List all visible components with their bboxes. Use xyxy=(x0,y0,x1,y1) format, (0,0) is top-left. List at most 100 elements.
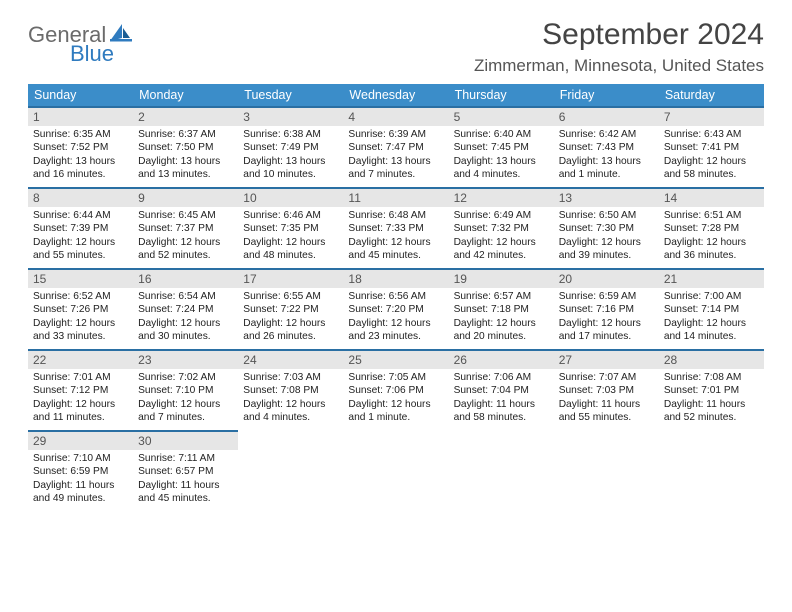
calendar-day: 13 Sunrise: 6:50 AMSunset: 7:30 PMDayligh… xyxy=(554,187,659,268)
day-number: 23 xyxy=(133,351,238,369)
day-number: 18 xyxy=(343,270,448,288)
calendar-day: 11 Sunrise: 6:48 AMSunset: 7:33 PMDayligh… xyxy=(343,187,448,268)
logo-word-blue: Blue xyxy=(70,43,132,65)
calendar-day: 3 Sunrise: 6:38 AMSunset: 7:49 PMDaylight… xyxy=(238,106,343,187)
calendar-day: 24Sunrise: 7:03 AMSunset: 7:08 PMDayligh… xyxy=(238,349,343,430)
day-details: Sunrise: 7:00 AMSunset: 7:14 PMDaylight:… xyxy=(664,290,759,343)
day-number: 30 xyxy=(133,432,238,450)
day-number: 22 xyxy=(28,351,133,369)
calendar-day: 23 Sunrise: 7:02 AMSunset: 7:10 PMDayligh… xyxy=(133,349,238,430)
calendar-day: 10 Sunrise: 6:46 AMSunset: 7:35 PMDayligh… xyxy=(238,187,343,268)
day-number: 4 xyxy=(343,108,448,126)
calendar-empty: . xyxy=(554,430,659,511)
dow-header: Monday xyxy=(133,84,238,106)
calendar-day: 22 Sunrise: 7:01 AMSunset: 7:12 PMDayligh… xyxy=(28,349,133,430)
day-number: 24 xyxy=(238,351,343,369)
calendar-day: 7 Sunrise: 6:43 AMSunset: 7:41 PMDaylight… xyxy=(659,106,764,187)
day-details: Sunrise: 7:01 AMSunset: 7:12 PMDaylight:… xyxy=(33,371,128,424)
calendar-day: 29 Sunrise: 7:10 AMSunset: 6:59 PMDayligh… xyxy=(28,430,133,511)
day-details: Sunrise: 6:54 AMSunset: 7:24 PMDaylight:… xyxy=(138,290,233,343)
day-details: Sunrise: 7:02 AMSunset: 7:10 PMDaylight:… xyxy=(138,371,233,424)
dow-header: Wednesday xyxy=(343,84,448,106)
dow-header: Sunday xyxy=(28,84,133,106)
day-details: Sunrise: 7:07 AMSunset: 7:03 PMDaylight:… xyxy=(559,371,654,424)
calendar-day: 2 Sunrise: 6:37 AMSunset: 7:50 PMDaylight… xyxy=(133,106,238,187)
day-details: Sunrise: 6:35 AMSunset: 7:52 PMDaylight:… xyxy=(33,128,128,181)
day-details: Sunrise: 6:39 AMSunset: 7:47 PMDaylight:… xyxy=(348,128,443,181)
calendar-day: 14 Sunrise: 6:51 AMSunset: 7:28 PMDayligh… xyxy=(659,187,764,268)
day-number: 6 xyxy=(554,108,659,126)
day-details: Sunrise: 6:42 AMSunset: 7:43 PMDaylight:… xyxy=(559,128,654,181)
day-number: 3 xyxy=(238,108,343,126)
calendar-day: 19 Sunrise: 6:57 AMSunset: 7:18 PMDayligh… xyxy=(449,268,554,349)
day-details: Sunrise: 6:44 AMSunset: 7:39 PMDaylight:… xyxy=(33,209,128,262)
day-details: Sunrise: 7:06 AMSunset: 7:04 PMDaylight:… xyxy=(454,371,549,424)
day-details: Sunrise: 6:46 AMSunset: 7:35 PMDaylight:… xyxy=(243,209,338,262)
logo: General Blue xyxy=(28,18,132,65)
calendar-day: 20 Sunrise: 6:59 AMSunset: 7:16 PMDayligh… xyxy=(554,268,659,349)
day-details: Sunrise: 6:57 AMSunset: 7:18 PMDaylight:… xyxy=(454,290,549,343)
calendar-day: 27 Sunrise: 7:07 AMSunset: 7:03 PMDayligh… xyxy=(554,349,659,430)
calendar-day: 21 Sunrise: 7:00 AMSunset: 7:14 PMDayligh… xyxy=(659,268,764,349)
location: Zimmerman, Minnesota, United States xyxy=(474,56,764,76)
calendar-empty: . xyxy=(659,430,764,511)
day-number: 27 xyxy=(554,351,659,369)
calendar-day: 25Sunrise: 7:05 AMSunset: 7:06 PMDayligh… xyxy=(343,349,448,430)
day-number: 16 xyxy=(133,270,238,288)
day-details: Sunrise: 6:50 AMSunset: 7:30 PMDaylight:… xyxy=(559,209,654,262)
calendar-day: 17 Sunrise: 6:55 AMSunset: 7:22 PMDayligh… xyxy=(238,268,343,349)
calendar-day: 1 Sunrise: 6:35 AMSunset: 7:52 PMDaylight… xyxy=(28,106,133,187)
calendar-empty: . xyxy=(343,430,448,511)
calendar-day: 8 Sunrise: 6:44 AMSunset: 7:39 PMDaylight… xyxy=(28,187,133,268)
day-details: Sunrise: 6:37 AMSunset: 7:50 PMDaylight:… xyxy=(138,128,233,181)
day-details: Sunrise: 6:43 AMSunset: 7:41 PMDaylight:… xyxy=(664,128,759,181)
day-number: 17 xyxy=(238,270,343,288)
day-details: Sunrise: 6:40 AMSunset: 7:45 PMDaylight:… xyxy=(454,128,549,181)
dow-header: Friday xyxy=(554,84,659,106)
dow-header: Thursday xyxy=(449,84,554,106)
title-block: September 2024 Zimmerman, Minnesota, Uni… xyxy=(474,18,764,76)
day-number: 10 xyxy=(238,189,343,207)
calendar-day: 28Sunrise: 7:08 AMSunset: 7:01 PMDayligh… xyxy=(659,349,764,430)
dow-header: Saturday xyxy=(659,84,764,106)
day-details: Sunrise: 6:52 AMSunset: 7:26 PMDaylight:… xyxy=(33,290,128,343)
calendar-empty: . xyxy=(449,430,554,511)
day-number: 19 xyxy=(449,270,554,288)
day-number: 29 xyxy=(28,432,133,450)
calendar-day: 15 Sunrise: 6:52 AMSunset: 7:26 PMDayligh… xyxy=(28,268,133,349)
day-number: 28 xyxy=(659,351,764,369)
day-details: Sunrise: 6:38 AMSunset: 7:49 PMDaylight:… xyxy=(243,128,338,181)
calendar-grid: SundayMondayTuesdayWednesdayThursdayFrid… xyxy=(28,84,764,511)
day-number: 20 xyxy=(554,270,659,288)
calendar-empty: . xyxy=(238,430,343,511)
day-details: Sunrise: 6:49 AMSunset: 7:32 PMDaylight:… xyxy=(454,209,549,262)
day-number: 9 xyxy=(133,189,238,207)
month-title: September 2024 xyxy=(474,18,764,52)
day-details: Sunrise: 6:55 AMSunset: 7:22 PMDaylight:… xyxy=(243,290,338,343)
header: General Blue September 2024 Zimmerman, M… xyxy=(28,18,764,76)
day-details: Sunrise: 6:51 AMSunset: 7:28 PMDaylight:… xyxy=(664,209,759,262)
day-number: 14 xyxy=(659,189,764,207)
calendar-day: 12Sunrise: 6:49 AMSunset: 7:32 PMDayligh… xyxy=(449,187,554,268)
day-number: 11 xyxy=(343,189,448,207)
calendar-day: 5 Sunrise: 6:40 AMSunset: 7:45 PMDaylight… xyxy=(449,106,554,187)
day-number: 25 xyxy=(343,351,448,369)
day-details: Sunrise: 7:10 AMSunset: 6:59 PMDaylight:… xyxy=(33,452,128,505)
day-details: Sunrise: 7:11 AMSunset: 6:57 PMDaylight:… xyxy=(138,452,233,505)
day-number: 21 xyxy=(659,270,764,288)
day-number: 8 xyxy=(28,189,133,207)
day-number: 5 xyxy=(449,108,554,126)
day-number: 2 xyxy=(133,108,238,126)
day-details: Sunrise: 6:59 AMSunset: 7:16 PMDaylight:… xyxy=(559,290,654,343)
calendar-day: 26Sunrise: 7:06 AMSunset: 7:04 PMDayligh… xyxy=(449,349,554,430)
calendar-day: 4 Sunrise: 6:39 AMSunset: 7:47 PMDaylight… xyxy=(343,106,448,187)
calendar-day: 6 Sunrise: 6:42 AMSunset: 7:43 PMDaylight… xyxy=(554,106,659,187)
day-details: Sunrise: 6:56 AMSunset: 7:20 PMDaylight:… xyxy=(348,290,443,343)
dow-header: Tuesday xyxy=(238,84,343,106)
day-number: 1 xyxy=(28,108,133,126)
day-details: Sunrise: 6:48 AMSunset: 7:33 PMDaylight:… xyxy=(348,209,443,262)
day-number: 13 xyxy=(554,189,659,207)
day-number: 7 xyxy=(659,108,764,126)
calendar-day: 18 Sunrise: 6:56 AMSunset: 7:20 PMDayligh… xyxy=(343,268,448,349)
day-number: 15 xyxy=(28,270,133,288)
